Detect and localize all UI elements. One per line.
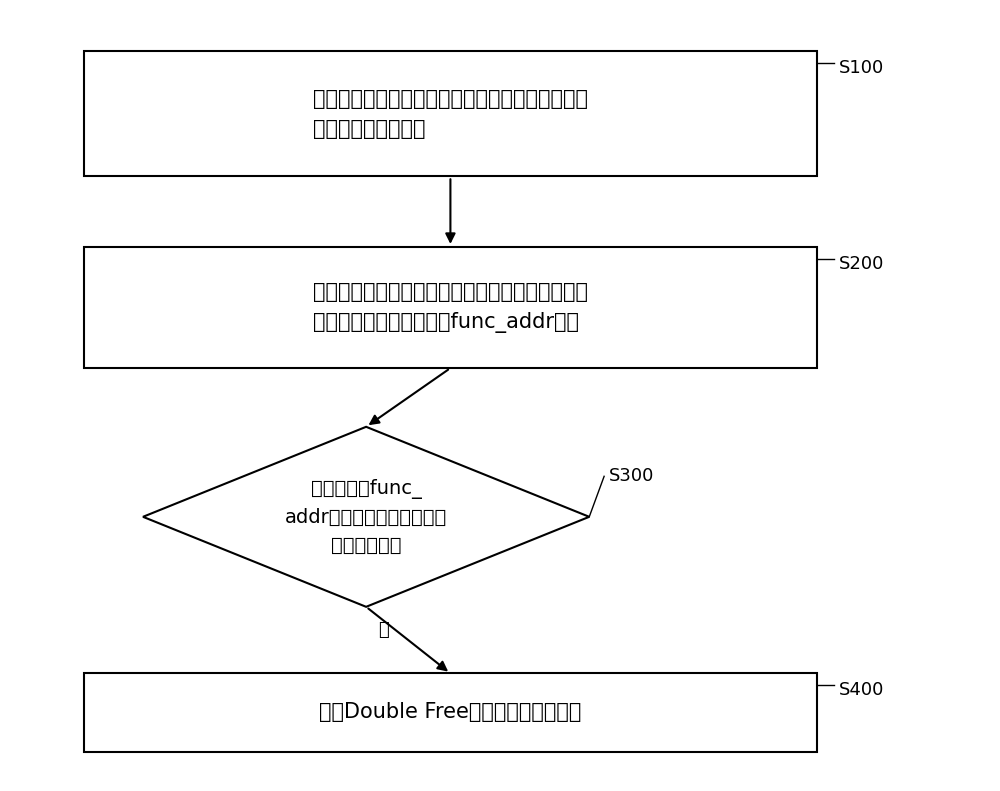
FancyBboxPatch shape <box>84 247 817 368</box>
Text: 是否存在与func_
addr对象所分配存储空间重
复的内存地址: 是否存在与func_ addr对象所分配存储空间重 复的内存地址 <box>285 479 447 554</box>
Text: 存在Double Free漏洞，反馈检测结果: 存在Double Free漏洞，反馈检测结果 <box>319 702 582 722</box>
FancyBboxPatch shape <box>84 51 817 176</box>
FancyBboxPatch shape <box>84 673 817 751</box>
Polygon shape <box>143 427 589 607</box>
Text: S100: S100 <box>839 59 884 77</box>
Text: 获取所识别函数，根据所识别函数生成用于为待检
测的程序分配存储空间的func_addr对象: 获取所识别函数，根据所识别函数生成用于为待检 测的程序分配存储空间的func_a… <box>313 282 588 333</box>
Text: S400: S400 <box>839 681 885 699</box>
Text: S200: S200 <box>839 255 885 273</box>
Text: 获取待检测的程序，对待检测的程序进行函数分析
，识别出对应的函数: 获取待检测的程序，对待检测的程序进行函数分析 ，识别出对应的函数 <box>313 89 588 138</box>
Text: S300: S300 <box>609 467 654 486</box>
Text: 是: 是 <box>379 621 389 639</box>
